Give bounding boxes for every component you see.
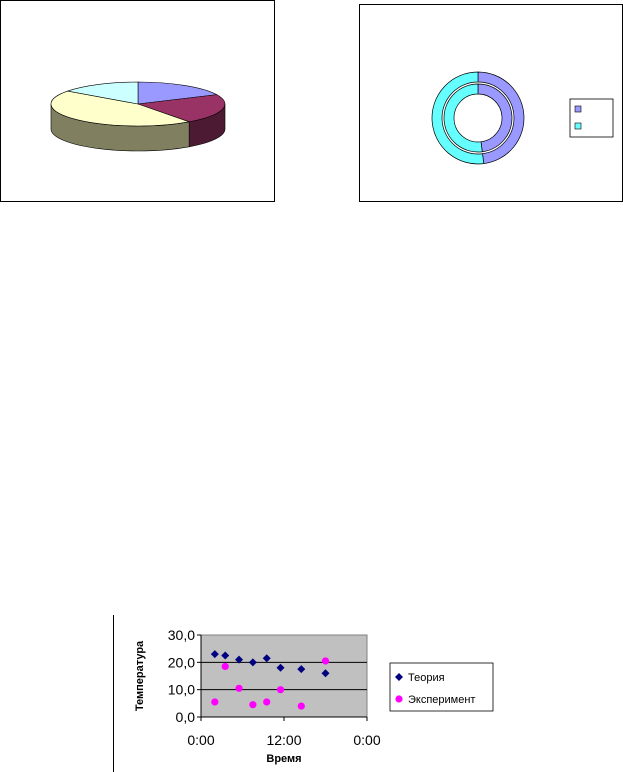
scatter-y-tick-label-3: 30,0	[168, 627, 195, 643]
scatter-y-tick-label-0: 0,0	[176, 709, 196, 725]
scatter-plot-area	[200, 634, 368, 718]
scatter-y-tick-label-2: 20,0	[168, 654, 195, 670]
pie-chart-frame	[0, 0, 275, 202]
donut-legend-box	[569, 98, 614, 138]
scatter-legend-box	[389, 662, 494, 712]
scatter-point-0-2	[235, 655, 244, 664]
scatter-point-1-4	[263, 698, 271, 706]
scatter-legend-label-0: Теория	[408, 672, 445, 684]
scatter-point-1-1	[221, 662, 229, 671]
scatter-point-0-0	[210, 650, 219, 659]
scatter-point-1-3	[249, 701, 257, 709]
scatter-legend-marker-0	[395, 673, 403, 681]
donut-chart-frame	[359, 4, 623, 202]
margin-line	[113, 615, 114, 772]
donut-legend-swatch-1	[574, 122, 582, 130]
donut-ring-0-segment-1	[443, 83, 483, 153]
donut-legend	[569, 98, 614, 138]
scatter-point-0-7	[321, 669, 330, 678]
scatter-point-0-6	[297, 665, 306, 674]
scatter-point-0-3	[248, 658, 257, 667]
scatter-x-axis-label: Время	[266, 753, 301, 765]
scatter-y-axis-label: Температура	[134, 640, 146, 711]
scatter-point-1-7	[321, 657, 330, 665]
scatter-point-1-2	[235, 684, 243, 692]
scatter-legend-marker-1	[395, 695, 403, 703]
scatter-chart-frame: 0,0 10,0 20,0 30,0 0:00 12:00 0:00 Время Темпера…	[113, 615, 513, 772]
scatter-x-tick-label-0: 0:00	[187, 732, 214, 748]
scatter-point-0-4	[262, 654, 271, 663]
scatter-x-tick-label-1: 12:00	[266, 732, 301, 748]
pie-slice-1	[137, 94, 226, 123]
donut-ring-1-segment-1	[431, 71, 485, 165]
pie-chart	[50, 81, 226, 152]
scatter-legend-label-1: Эксперимент	[408, 694, 475, 706]
scatter-y-tick-label-1: 10,0	[168, 682, 195, 698]
donut-chart	[431, 71, 614, 165]
pie-slice-2	[50, 90, 191, 127]
scatter-point-0-1	[221, 651, 230, 660]
pie-slice-0	[137, 81, 218, 105]
pie-slice-3	[66, 81, 139, 105]
scatter-x-tick-label-2: 0:00	[353, 732, 380, 748]
donut-legend-swatch-0	[574, 105, 582, 113]
scatter-point-1-0	[211, 698, 219, 706]
scatter-chart: 0,0 10,0 20,0 30,0 0:00 12:00 0:00 Время Темпера…	[134, 627, 494, 765]
scatter-point-1-6	[297, 702, 305, 710]
scatter-point-1-5	[276, 686, 285, 694]
scatter-point-0-5	[276, 663, 285, 672]
